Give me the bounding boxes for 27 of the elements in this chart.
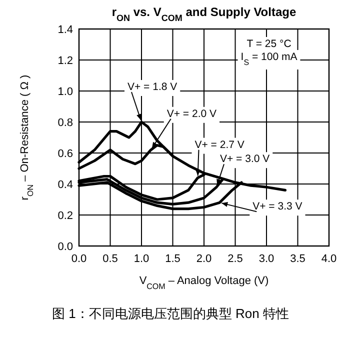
- y-tick-label: 0.4: [58, 179, 73, 191]
- y-tick-label: 0.0: [58, 241, 73, 253]
- y-tick-label: 0.6: [58, 148, 73, 160]
- annotation: V+ = 1.8 V: [128, 81, 178, 93]
- x-tick-label: 0.0: [71, 253, 87, 265]
- x-tick-label: 3.5: [290, 253, 306, 265]
- chart-title: r$_{ON}$ vs. V$_{COM}$ and Supply Voltage: [112, 5, 296, 23]
- annotation: I$_{S}$ = 100 mA: [240, 51, 298, 66]
- annotation: T = 25 °C: [246, 38, 292, 50]
- y-tick-label: 1.2: [58, 55, 73, 67]
- x-tick-label: 4.0: [321, 253, 337, 265]
- annotation: V+ = 3.3 V: [252, 200, 302, 213]
- x-tick-label: 2.5: [228, 253, 243, 265]
- y-tick-label: 0.2: [58, 210, 73, 222]
- x-tick-label: 0.5: [102, 253, 118, 265]
- caption: 图 1：不同电源电压范围的典型 Ron 特性: [52, 306, 289, 321]
- y-tick-label: 0.8: [58, 117, 73, 129]
- annotation: V+ = 2.7 V: [194, 138, 244, 151]
- x-tick-label: 1.5: [165, 253, 180, 265]
- annotation: V+ = 2.0 V: [166, 108, 216, 120]
- annotation: V+ = 3.0 V: [220, 153, 270, 166]
- y-tick-label: 1.0: [58, 86, 73, 98]
- x-tick-label: 2.0: [196, 253, 212, 265]
- x-axis-title: V$_{COM}$ – Analog Voltage (V): [139, 275, 269, 290]
- x-tick-label: 1.0: [134, 253, 150, 265]
- x-tick-label: 3.0: [258, 253, 274, 265]
- y-tick-label: 1.4: [58, 24, 73, 36]
